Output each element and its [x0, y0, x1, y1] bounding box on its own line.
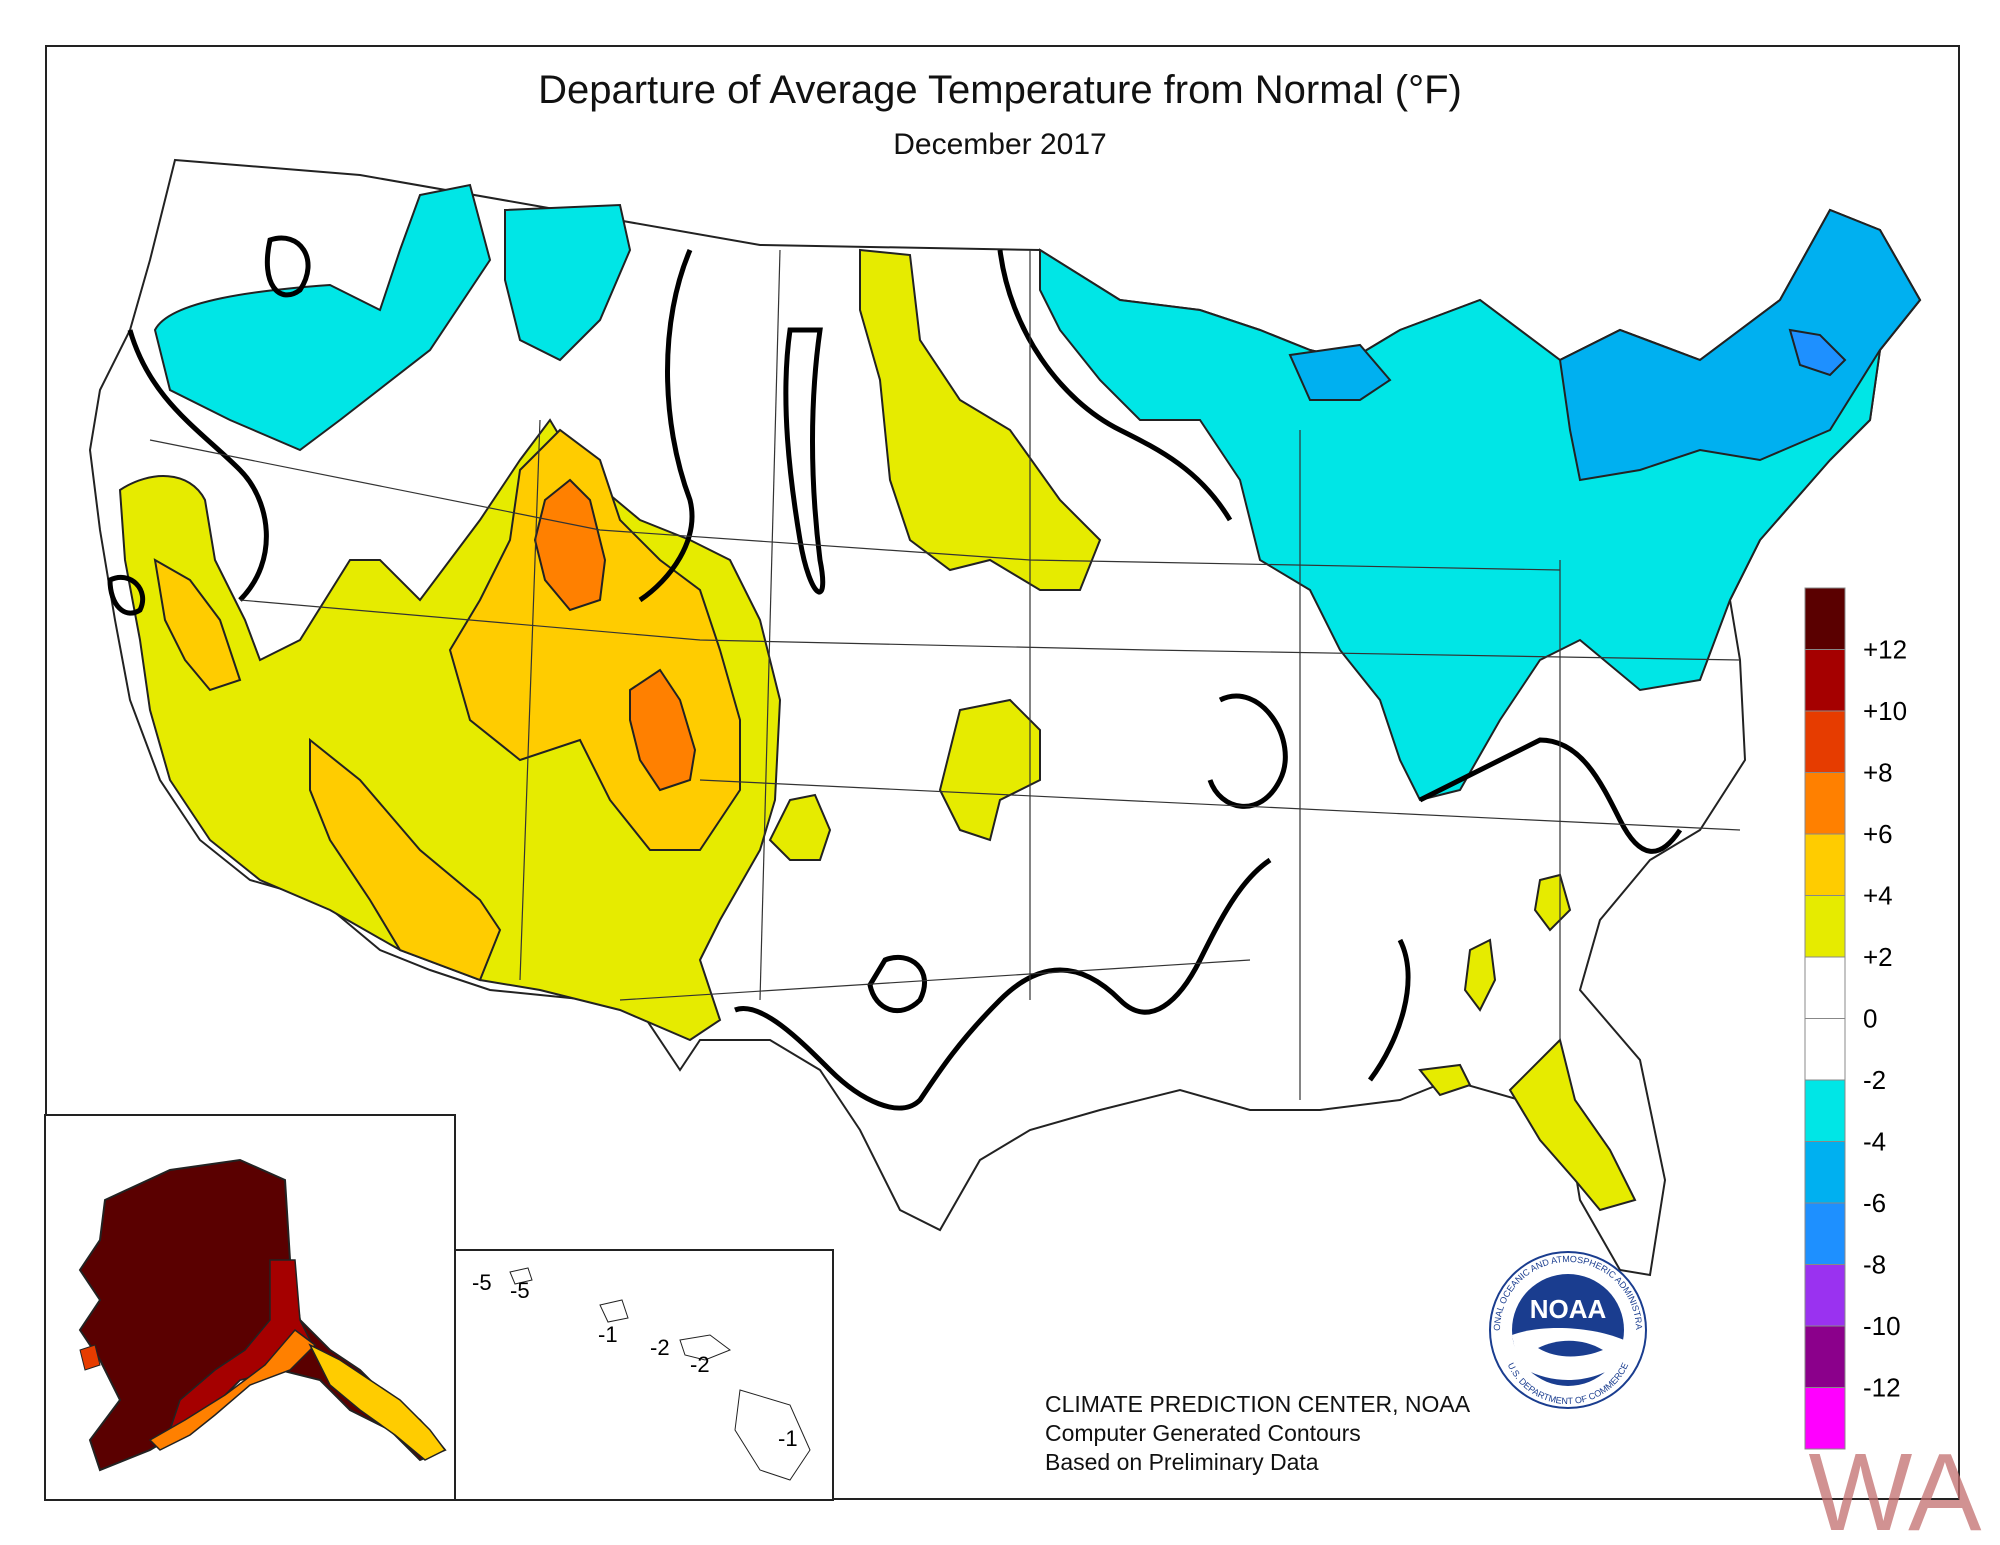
anomaly-georgia-warm [1463, 938, 1497, 1012]
hawaii-label: -2 [650, 1335, 670, 1360]
anomaly-dakotas-warm [859, 248, 1102, 591]
legend-label: +4 [1863, 881, 1893, 911]
legend-swatch [1804, 1079, 1846, 1142]
legend-swatch [1804, 833, 1846, 896]
anomaly-california-warmer [153, 558, 242, 692]
legend-swatch [1804, 1387, 1846, 1450]
contour-line [867, 954, 928, 1014]
alaska-coast-band [148, 1328, 317, 1451]
anomaly-colorado-hot [629, 668, 697, 792]
legend-swatch [1804, 772, 1846, 835]
hawaii-island-kauai [509, 1267, 533, 1285]
hawaii-label: -5 [472, 1270, 492, 1295]
contour-line [127, 329, 269, 602]
legend-label: +12 [1863, 635, 1907, 665]
anomaly-sw-warmer [309, 737, 502, 982]
anomaly-nw-cool [153, 183, 492, 452]
legend-swatch [1804, 895, 1846, 958]
map-subtitle: December 2017 [893, 128, 1107, 161]
contour-line [734, 857, 1272, 1111]
alaska-panhandle [308, 1343, 447, 1461]
zero-contours [107, 235, 1683, 1111]
contour-line [264, 235, 311, 298]
anomaly-kansas-warm [938, 698, 1041, 842]
legend-label: -12 [1863, 1373, 1901, 1403]
hawaii-island-maui [679, 1334, 732, 1361]
legend-swatch [1804, 1264, 1846, 1327]
state-borders [149, 249, 1741, 1100]
anomaly-florida-warm [1508, 1038, 1637, 1212]
hawaii-inset: -5 -5 -1 -2 -2 -1 [454, 1249, 834, 1501]
legend-swatch [1804, 587, 1846, 650]
legend-swatch [1804, 1018, 1846, 1081]
noaa-logo: NOAA NATIONAL OCEANIC AND ATMOSPHERIC AD… [1489, 1251, 1647, 1409]
alaska-inset [44, 1114, 456, 1501]
anomaly-maine-colder [1788, 328, 1847, 377]
legend-label: +10 [1863, 696, 1907, 726]
contour-line [1207, 693, 1288, 809]
anomaly-michigan-cold [1288, 343, 1392, 401]
legend-swatch [1804, 649, 1846, 712]
hawaii-island-big [734, 1389, 811, 1481]
contour-line [1418, 737, 1683, 854]
hawaii-island-oahu [599, 1299, 629, 1323]
credit-line-3: Based on Preliminary Data [1045, 1449, 1319, 1475]
anomaly-wyoming-hot [533, 478, 607, 612]
legend-swatch [1804, 1325, 1846, 1388]
conus-map [88, 158, 1922, 1277]
watermark: WA [1808, 1431, 1982, 1545]
credits: CLIMATE PREDICTION CENTER, NOAA Computer… [1045, 1390, 1470, 1477]
hawaii-label: -2 [690, 1352, 710, 1377]
legend-label: -2 [1863, 1065, 1886, 1095]
anomaly-n-rockies-cool [504, 203, 632, 362]
legend-label: 0 [1863, 1004, 1877, 1034]
alaska-island [79, 1344, 101, 1371]
legend-swatch [1804, 1141, 1846, 1204]
legend-label: -8 [1863, 1250, 1886, 1280]
legend-label: +6 [1863, 819, 1893, 849]
anomaly-northeast-cold [1558, 208, 1922, 482]
anomaly-ok-warm [768, 793, 832, 861]
contour-line [783, 327, 826, 595]
credit-line-1: CLIMATE PREDICTION CENTER, NOAA [1045, 1391, 1471, 1417]
contour-line [1367, 938, 1411, 1082]
anomaly-gulf-warm [1418, 1063, 1472, 1097]
color-legend: +12 +10 +8 +6 +4 +2 0 -2 -4 -6 -8 -10 -12 [1804, 587, 1907, 1450]
legend-label: -4 [1863, 1127, 1886, 1157]
anomaly-upper-midwest-cool [1039, 208, 1922, 802]
legend-label: -10 [1863, 1311, 1901, 1341]
contour-line [107, 574, 146, 616]
legend-swatch [1804, 956, 1846, 1019]
legend-label: +2 [1863, 942, 1893, 972]
hawaii-label: -1 [598, 1322, 618, 1347]
legend-swatch [1804, 710, 1846, 773]
map-title: Departure of Average Temperature from No… [538, 68, 1462, 112]
legend-label: -6 [1863, 1188, 1886, 1218]
legend-swatch [1804, 1202, 1846, 1265]
contour-line [997, 249, 1233, 522]
contour-line [638, 249, 695, 603]
noaa-logo-text: NOAA [1530, 1294, 1607, 1324]
hawaii-label: -1 [778, 1426, 798, 1451]
credit-line-2: Computer Generated Contours [1045, 1420, 1361, 1446]
hawaii-label: -5 [510, 1278, 530, 1303]
legend-label: +8 [1863, 758, 1893, 788]
